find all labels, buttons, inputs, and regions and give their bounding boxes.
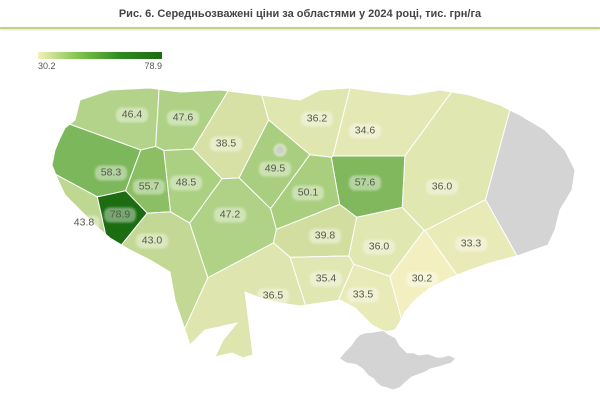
svg-text:33.5: 33.5 xyxy=(353,289,374,301)
svg-text:43.8: 43.8 xyxy=(74,217,95,229)
svg-text:30.2: 30.2 xyxy=(412,273,433,285)
svg-text:43.0: 43.0 xyxy=(142,235,163,247)
svg-text:78.9: 78.9 xyxy=(110,209,131,221)
svg-text:35.4: 35.4 xyxy=(316,273,337,285)
svg-text:39.8: 39.8 xyxy=(315,230,336,242)
svg-text:34.6: 34.6 xyxy=(355,125,376,137)
svg-text:49.5: 49.5 xyxy=(265,163,286,175)
svg-text:36.0: 36.0 xyxy=(432,181,453,193)
svg-text:38.5: 38.5 xyxy=(216,138,237,150)
svg-text:33.3: 33.3 xyxy=(461,238,482,250)
svg-text:50.1: 50.1 xyxy=(298,187,319,199)
svg-text:36.2: 36.2 xyxy=(307,113,328,125)
svg-text:55.7: 55.7 xyxy=(139,181,160,193)
svg-text:36.0: 36.0 xyxy=(369,241,390,253)
svg-text:36.5: 36.5 xyxy=(263,290,284,302)
svg-text:57.6: 57.6 xyxy=(355,177,376,189)
svg-text:58.3: 58.3 xyxy=(101,167,122,179)
svg-text:46.4: 46.4 xyxy=(122,109,143,121)
svg-text:47.6: 47.6 xyxy=(173,112,194,124)
svg-text:47.2: 47.2 xyxy=(220,209,241,221)
svg-text:48.5: 48.5 xyxy=(176,177,197,189)
